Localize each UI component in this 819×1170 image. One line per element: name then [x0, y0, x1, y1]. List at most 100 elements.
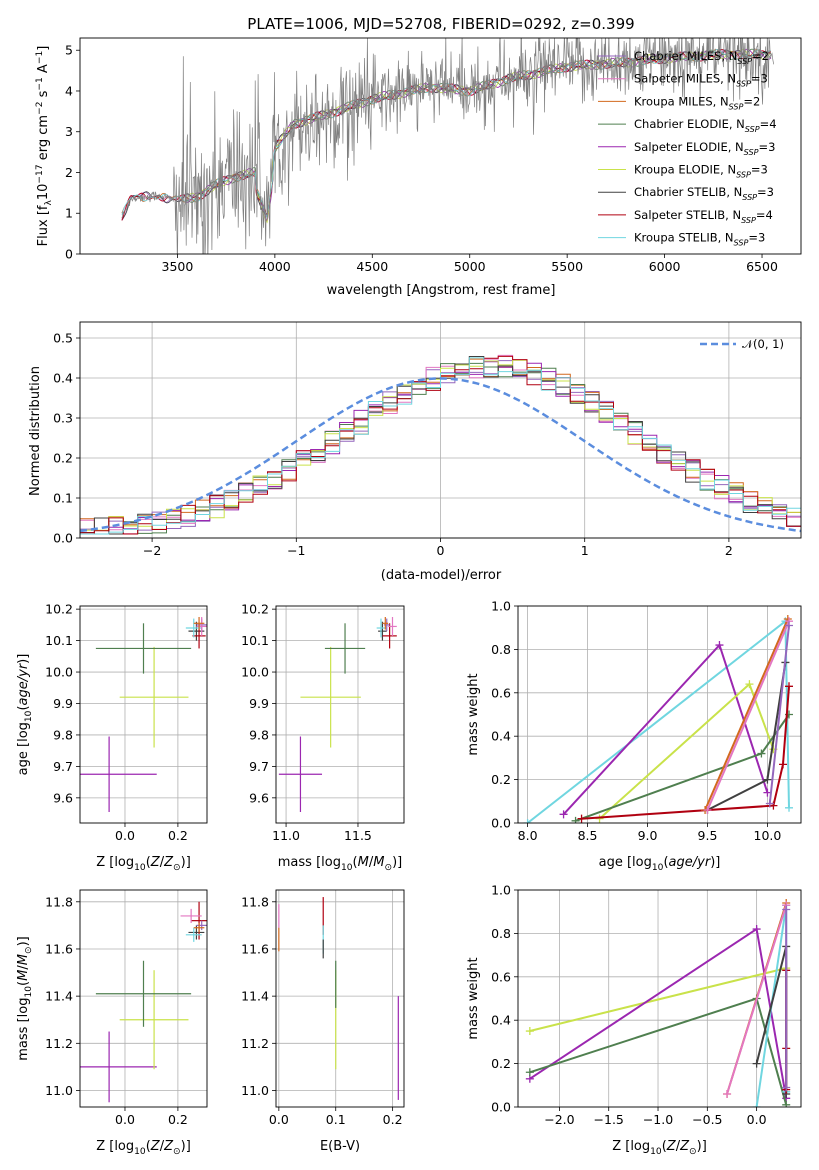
y-tick-label: 11.6	[241, 941, 269, 956]
axes-frame	[517, 605, 802, 824]
spectrum-y-label: Flux [fλ10−17 erg cm−2 s−1 A−1]	[35, 46, 54, 247]
x-tick-label: 9.5	[698, 828, 718, 843]
x-axis-label: age [log10(age/yr)]	[599, 855, 721, 873]
y-tick-label: 0.4	[53, 371, 73, 386]
y-tick-label: 10.0	[45, 665, 73, 680]
legend-entry: Salpeter ELODIE, NSSP=3	[634, 140, 775, 157]
legend-entry: Kroupa MILES, NSSP=2	[634, 94, 760, 111]
residuals-y-label: Normed distribution	[28, 366, 43, 496]
legend-entry: Salpeter STELIB, NSSP=4	[634, 208, 773, 225]
y-tick-label: 11.4	[45, 989, 73, 1004]
weight-marker	[715, 641, 724, 650]
x-tick-label: 0.2	[383, 1112, 403, 1127]
weight-marker	[571, 816, 580, 823]
weight-marker	[779, 760, 788, 769]
y-tick-label: 11.8	[45, 894, 73, 909]
weight-line	[704, 618, 789, 811]
histogram-step	[80, 355, 801, 538]
y-tick-label: 9.8	[249, 727, 269, 742]
x-tick-label: −1.0	[643, 1112, 673, 1127]
y-tick-label: 0.1	[53, 491, 73, 506]
y-tick-label: 10.2	[45, 602, 73, 617]
spectrum-x-label: wavelength [Angstrom, rest frame]	[327, 283, 556, 298]
y-tick-label: 9.8	[53, 727, 73, 742]
x-tick-label: 2	[725, 543, 733, 558]
x-tick-label: 8.0	[518, 828, 538, 843]
y-tick-label: 11.6	[45, 941, 73, 956]
spectrum-legend: Chabrier MILES, NSSP=2 Salpeter MILES, NS…	[598, 49, 777, 248]
weight-line	[706, 620, 790, 811]
x-tick-label: 6500	[746, 259, 778, 274]
weight-marker	[782, 1083, 791, 1092]
x-tick-label: 3500	[162, 259, 194, 274]
weight-marker	[525, 1027, 534, 1036]
y-tick-label: 5	[65, 43, 73, 58]
x-tick-label: 9.0	[638, 828, 658, 843]
y-tick-label: 0.6	[491, 969, 511, 984]
legend-entry: Chabrier STELIB, NSSP=3	[634, 185, 774, 202]
y-tick-label: 3	[65, 124, 73, 139]
plot-area	[525, 899, 791, 1107]
x-tick-label: 0.2	[168, 1112, 188, 1127]
y-tick-label: 9.6	[53, 790, 73, 805]
weight-line	[726, 904, 788, 1095]
y-tick-label: 11.8	[241, 894, 269, 909]
weight-vs-age-panel: 8.0 8.5 9.0 9.5 10.0 0.0 0.2 0.4 0.6 0.8 1.0 age [l…	[466, 599, 802, 873]
weight-marker	[559, 810, 568, 819]
y-tick-label: 9.6	[249, 790, 269, 805]
axes-frame	[79, 605, 208, 824]
x-tick-label: 11.5	[344, 828, 372, 843]
weight-marker	[752, 1103, 761, 1107]
y-tick-label: 0.5	[53, 331, 73, 346]
normal-curve	[80, 377, 801, 533]
y-tick-label: 0.2	[53, 451, 73, 466]
y-tick-label: 0.4	[491, 1013, 511, 1028]
y-tick-label: 2	[65, 165, 73, 180]
x-tick-label: 6000	[649, 259, 681, 274]
y-tick-label: 0	[65, 247, 73, 262]
x-tick-label: 0.1	[326, 1112, 346, 1127]
y-tick-label: 1	[65, 206, 73, 221]
y-tick-label: 0.8	[491, 926, 511, 941]
x-tick-label: 0.2	[168, 828, 188, 843]
y-tick-label: 0.6	[491, 685, 511, 700]
histogram-step	[80, 357, 801, 538]
residuals-x-label: (data-model)/error	[381, 568, 502, 583]
y-tick-label: 9.9	[53, 696, 73, 711]
y-tick-label: 11.2	[45, 1036, 73, 1051]
x-axis-label: mass [log10(M/M⊙)]	[278, 855, 402, 873]
legend-entry: Chabrier MILES, NSSP=2	[634, 49, 769, 66]
weight-marker	[523, 819, 532, 823]
spectrum-title: PLATE=1006, MJD=52708, FIBERID=0292, z=0…	[247, 15, 634, 33]
x-axis-label: Z [log10(Z/Z⊙)]	[612, 1139, 707, 1157]
age-vs-mass-panel: 11.0 11.5 9.6 9.7 9.8 9.9 10.0 10.1 10.2 mass [lo…	[241, 602, 405, 873]
y-tick-label: 11.2	[241, 1036, 269, 1051]
y-tick-label: 0.2	[491, 1056, 511, 1071]
plot-area	[278, 897, 399, 1100]
y-tick-label: 10.1	[241, 633, 269, 648]
axes-frame	[79, 321, 802, 539]
y-axis-label: mass weight	[466, 673, 481, 755]
plot-area	[278, 617, 397, 812]
mass-vs-ebv-panel: 0.0 0.1 0.2 11.0 11.2 11.4 11.6 11.8 E(B-V)	[241, 889, 405, 1154]
y-tick-label: 1.0	[491, 599, 511, 614]
weight-marker	[745, 680, 754, 689]
y-tick-label: 9.7	[53, 759, 73, 774]
x-tick-label: −1	[287, 543, 305, 558]
weight-marker	[703, 805, 712, 814]
weight-marker	[723, 1089, 732, 1098]
weight-marker	[785, 803, 794, 812]
axes-frame	[517, 889, 802, 1108]
plot-area	[80, 901, 207, 1103]
weight-marker	[577, 814, 586, 823]
weight-line	[581, 686, 790, 820]
y-tick-label: 9.7	[249, 759, 269, 774]
x-tick-label: 4000	[259, 259, 291, 274]
age-vs-Z-panel: 0.0 0.2 9.6 9.7 9.8 9.9 10.0 10.1 10.2 Z [log10(Z…	[16, 602, 208, 873]
weight-marker	[752, 1059, 761, 1068]
x-tick-label: 8.5	[578, 828, 598, 843]
weight-marker	[757, 749, 766, 758]
y-tick-label: 11.0	[45, 1083, 73, 1098]
x-tick-label: 0	[437, 543, 445, 558]
axes-frame	[275, 889, 405, 1108]
